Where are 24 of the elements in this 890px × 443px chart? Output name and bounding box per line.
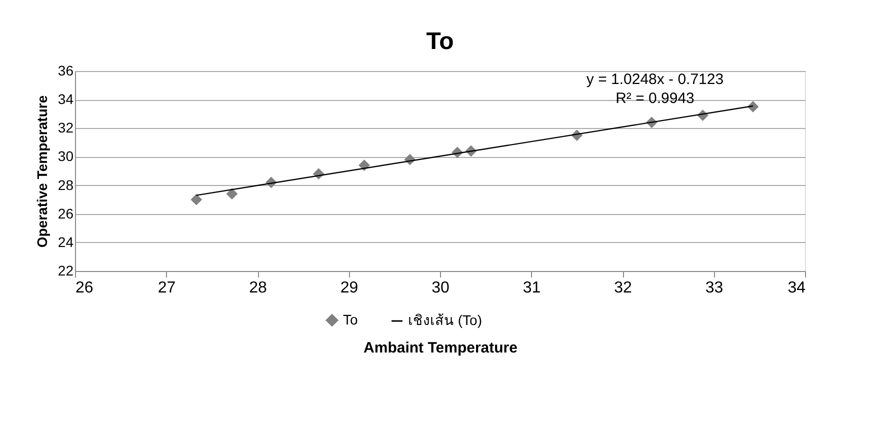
annotation: y = 1.0248x - 0.7123 [586, 71, 724, 88]
y-tick-label: 22 [58, 262, 74, 278]
x-tick-label: 32 [614, 280, 632, 296]
legend-label: เชิงเส้น (To) [408, 312, 482, 328]
x-tick-label: 34 [788, 280, 806, 296]
y-tick-label: 30 [58, 148, 74, 164]
x-axis-title: Ambaint Temperature [364, 340, 518, 356]
y-tick-label: 24 [58, 234, 74, 250]
x-tick-label: 29 [340, 280, 358, 296]
x-tick-label: 31 [522, 280, 541, 296]
x-tick-label: 27 [158, 280, 176, 296]
legend-label: To [343, 311, 358, 328]
x-tick-label: 33 [705, 280, 724, 296]
x-tick-label: 28 [249, 280, 267, 296]
x-tick-label: 30 [432, 280, 450, 296]
y-tick-label: 36 [58, 62, 74, 78]
chart-title: To [426, 28, 454, 55]
x-tick-label: 26 [76, 280, 94, 296]
y-tick-label: 28 [58, 176, 74, 193]
y-tick-label: 34 [58, 91, 74, 108]
y-tick-label: 32 [58, 120, 74, 136]
y-tick-label: 26 [58, 205, 74, 222]
annotation: R² = 0.9943 [616, 90, 694, 107]
y-axis-title: Operative Temperature [34, 95, 50, 248]
